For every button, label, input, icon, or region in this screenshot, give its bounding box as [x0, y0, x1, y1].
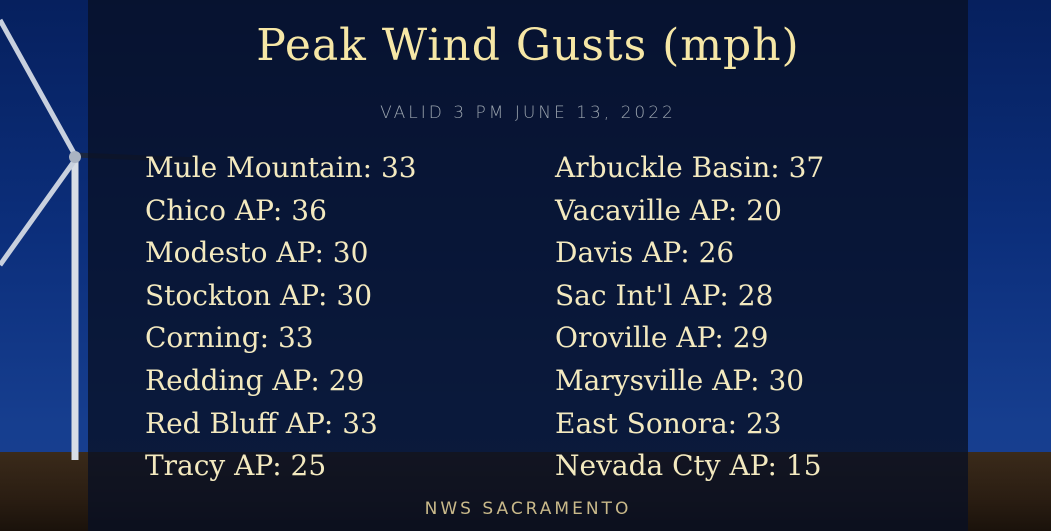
station-gust: Tracy AP: 25 [145, 449, 327, 483]
station-gust: Redding AP: 29 [145, 363, 365, 397]
text-panel [88, 0, 968, 531]
valid-time: VALID 3 PM JUNE 13, 2022 [380, 103, 676, 123]
station-gust: Nevada Cty AP: 15 [555, 449, 822, 483]
station-gust: Vacaville AP: 20 [555, 193, 782, 227]
station-gust: Chico AP: 36 [145, 193, 327, 227]
station-gust: Marysville AP: 30 [555, 363, 805, 397]
right-station-list: Arbuckle Basin: 37 Vacaville AP: 20 Davi… [555, 147, 824, 488]
station-gust: Davis AP: 26 [555, 236, 735, 270]
station-gust: Corning: 33 [145, 321, 314, 355]
station-gust: Modesto AP: 30 [145, 236, 369, 270]
left-station-list: Mule Mountain: 33 Chico AP: 36 Modesto A… [145, 147, 417, 488]
page-title: Peak Wind Gusts (mph) [256, 20, 800, 71]
station-gust: Arbuckle Basin: 37 [555, 151, 825, 184]
station-gust: Red Bluff AP: 33 [145, 406, 378, 440]
station-gust: Oroville AP: 29 [555, 321, 769, 355]
station-gust: Mule Mountain: 33 [145, 151, 417, 184]
station-gust: Sac Int'l AP: 28 [555, 278, 774, 312]
station-gust: East Sonora: 23 [555, 406, 782, 440]
station-gust: Stockton AP: 30 [145, 278, 373, 312]
source-credit: NWS SACRAMENTO [424, 499, 632, 519]
